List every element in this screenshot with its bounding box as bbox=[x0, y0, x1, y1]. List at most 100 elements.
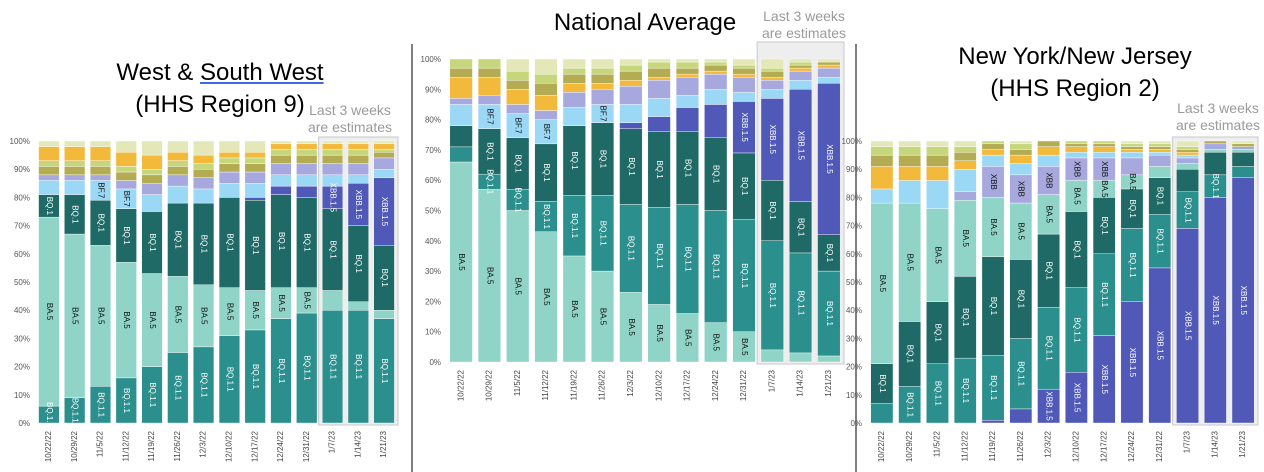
bar-data-label: BF.7 bbox=[485, 109, 494, 126]
bar-segment bbox=[322, 154, 344, 164]
bar-segment bbox=[506, 70, 530, 81]
bar-segment bbox=[732, 67, 756, 75]
bar-segment bbox=[244, 171, 266, 184]
bar-data-label: BQ.1.1 bbox=[485, 169, 494, 194]
bar-segment bbox=[534, 73, 558, 84]
bar-segment bbox=[953, 146, 977, 153]
x-tick-label: 12/17/22 bbox=[683, 369, 692, 401]
x-tick-label: 10/22/22 bbox=[44, 430, 53, 462]
bar-segment bbox=[506, 80, 530, 90]
x-tick-label: 1/14/23 bbox=[1210, 430, 1219, 457]
bar-segment bbox=[591, 58, 615, 69]
bar-segment bbox=[296, 174, 318, 187]
bar-data-label: BQ.1 bbox=[1128, 200, 1137, 219]
bar-data-label: BQ.1.1 bbox=[225, 367, 234, 392]
bar-data-label: XBB bbox=[1017, 181, 1026, 197]
bar-data-label: BA.5 bbox=[71, 307, 80, 325]
bar-segment bbox=[817, 67, 841, 78]
bar-data-label: BF.7 bbox=[122, 191, 131, 208]
x-tick-label: 10/29/22 bbox=[485, 369, 494, 401]
bar-segment bbox=[953, 168, 977, 192]
y-tick-label: 90% bbox=[425, 85, 441, 94]
bar-segment bbox=[1148, 154, 1172, 167]
bar-segment bbox=[373, 140, 395, 145]
bar-segment bbox=[64, 160, 86, 167]
bar-segment bbox=[1037, 140, 1060, 147]
bar-segment bbox=[870, 188, 894, 204]
bar-segment bbox=[619, 70, 643, 81]
bar-segment bbox=[760, 76, 784, 81]
bar-data-label: BF.7 bbox=[96, 182, 105, 199]
x-tick-label: 12/3/22 bbox=[1044, 430, 1053, 457]
bar-data-label: BQ.1.1 bbox=[1017, 361, 1026, 386]
bar-data-label: BA.5 bbox=[655, 325, 664, 343]
bar-data-label: BQ.1.1 bbox=[328, 354, 337, 379]
bar-segment bbox=[296, 149, 318, 156]
bar-data-label: BQ.1.1 bbox=[380, 358, 389, 383]
bar-data-label: BA.5 bbox=[906, 254, 915, 272]
bar-segment bbox=[296, 140, 318, 145]
bar-data-label: BA.5 bbox=[251, 302, 260, 320]
bar-segment bbox=[141, 183, 163, 195]
y-tick-label: 10% bbox=[846, 391, 862, 400]
bar-segment bbox=[1120, 143, 1144, 147]
x-tick-label: 12/3/22 bbox=[626, 369, 635, 396]
panel-nynj-title-line2: (HHS Region 2) bbox=[990, 75, 1160, 102]
bar-segment bbox=[38, 180, 60, 195]
bar-segment bbox=[193, 140, 215, 156]
bar-data-label: BQ.1 bbox=[122, 226, 131, 245]
bar-data-label: BF.7 bbox=[598, 106, 607, 123]
bar-segment bbox=[167, 140, 189, 153]
bar-segment bbox=[534, 110, 558, 120]
bar-segment bbox=[870, 154, 894, 167]
bar-segment bbox=[373, 143, 395, 150]
bar-segment bbox=[789, 80, 813, 90]
bar-segment bbox=[218, 152, 240, 159]
y-tick-label: 30% bbox=[846, 334, 862, 343]
panel-nynj-title-line1: New York/New Jersey bbox=[958, 43, 1192, 70]
bar-segment bbox=[89, 146, 111, 161]
bar-segment bbox=[675, 61, 699, 69]
x-tick-label: 11/19/22 bbox=[147, 430, 156, 461]
bar-data-label: BQ.1 bbox=[655, 160, 664, 179]
bar-segment bbox=[647, 116, 671, 132]
bar-segment bbox=[506, 104, 530, 114]
bar-segment bbox=[1009, 143, 1033, 150]
y-tick-label: 0% bbox=[850, 419, 862, 428]
bar-data-label: BQ.1.1 bbox=[1072, 317, 1081, 342]
bar-data-label: BA.5 bbox=[1100, 180, 1109, 198]
y-tick-label: 70% bbox=[425, 146, 441, 155]
bar-data-label: BQ.1.1 bbox=[825, 301, 834, 326]
bar-data-label: BQ.1.1 bbox=[1156, 229, 1165, 254]
bar-data-label: BQ.1.1 bbox=[277, 358, 286, 383]
bar-segment bbox=[1092, 152, 1116, 159]
bar-segment bbox=[141, 168, 163, 176]
bar-segment bbox=[296, 143, 318, 150]
bar-segment bbox=[64, 146, 86, 161]
y-tick-label: 80% bbox=[425, 116, 441, 125]
bar-segment bbox=[270, 149, 292, 156]
bar-data-label: BQ.1 bbox=[380, 269, 389, 288]
bar-segment bbox=[477, 58, 501, 69]
bar-data-label: BQ.1.1 bbox=[712, 254, 721, 279]
x-tick-label: 12/10/22 bbox=[225, 430, 234, 462]
bar-data-label: BQ.1 bbox=[225, 233, 234, 252]
x-tick-label: 11/26/22 bbox=[173, 430, 182, 461]
bar-data-label: XBB.1.5 bbox=[1044, 391, 1053, 421]
bar-segment bbox=[870, 146, 894, 156]
bar-segment bbox=[449, 146, 473, 163]
bar-data-label: BA.5 bbox=[148, 311, 157, 329]
x-tick-label: 11/26/22 bbox=[598, 369, 607, 400]
x-tick-label: 10/29/22 bbox=[905, 430, 914, 462]
bar-data-label: BA.5 bbox=[1128, 173, 1137, 191]
bar-data-label: BQ.1.1 bbox=[354, 354, 363, 379]
x-tick-label: 1/21/23 bbox=[379, 430, 388, 457]
bar-segment bbox=[1009, 140, 1033, 145]
bar-segment bbox=[141, 174, 163, 184]
bar-segment bbox=[218, 163, 240, 173]
bar-data-label: BA.5 bbox=[514, 278, 523, 296]
bar-segment bbox=[870, 403, 894, 424]
bar-data-label: BQ.1.1 bbox=[45, 402, 54, 427]
bar-data-label: BA.5 bbox=[598, 308, 607, 326]
bar-segment bbox=[1009, 163, 1033, 176]
